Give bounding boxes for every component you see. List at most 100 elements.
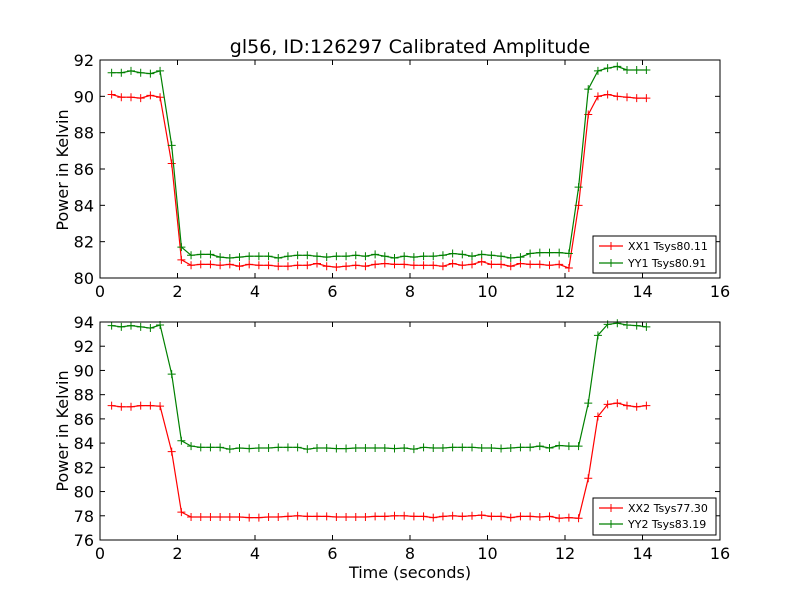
bottom-x-tick-label: 0 [95,544,105,563]
data-point-xx2 [623,401,631,410]
data-point-xx1 [332,263,341,272]
data-point-xx1 [303,261,312,270]
series-markers-xx1 [107,90,651,273]
data-point-yy2 [342,444,351,453]
data-point-yy2 [409,445,418,454]
top-y-tick-label: 86 [74,160,94,179]
data-point-xx1 [293,261,302,270]
top-y-tick-label: 90 [74,87,94,106]
data-point-yy2 [419,443,428,452]
data-point-xx2 [487,512,496,521]
data-point-yy2 [516,443,525,452]
data-point-xx2 [293,511,302,520]
data-point-xx2 [187,512,196,521]
data-point-xx1 [264,261,273,270]
data-point-yy2 [303,445,312,454]
data-point-yy2 [216,443,225,452]
data-point-yy2 [283,443,292,452]
bottom-y-tick-label: 78 [74,507,94,526]
top-ticks: 0 2 4 6 8 10 12 14 16 80 82 84 86 88 90 92 [74,51,731,301]
data-point-xx2 [361,512,370,521]
data-point-xx1 [371,260,380,269]
data-point-yy1 [361,252,370,261]
data-point-xx2 [322,512,331,521]
series-markers-yy2 [107,319,651,454]
data-point-yy1 [555,248,564,257]
top-x-tick-label: 14 [632,282,652,301]
bottom-x-tick-label: 16 [710,544,730,563]
top-legend: XX1 Tsys80.11 YY1 Tsys80.91 [592,235,717,274]
data-point-xx1 [196,260,205,269]
data-point-xx1 [477,257,486,266]
data-point-yy1 [400,252,409,261]
top-x-tick-label: 4 [250,282,260,301]
data-point-xx2 [127,402,135,411]
data-point-yy2 [245,444,254,453]
bottom-y-tick-label: 94 [74,313,94,332]
data-point-yy2 [613,319,622,328]
data-point-xx2 [400,511,409,520]
data-point-xx1 [603,90,612,99]
bottom-y-tick-label: 84 [74,434,94,453]
data-point-xx2 [283,512,292,521]
data-point-xx1 [167,159,176,168]
data-point-xx1 [632,94,641,103]
data-point-xx2 [235,512,244,521]
top-y-tick-label: 88 [74,124,94,143]
data-point-yy2 [351,443,360,452]
bottom-legend: XX2 Tsys77.30 YY2 Tsys83.19 [592,497,717,536]
data-point-xx2 [274,512,283,521]
data-point-xx1 [438,262,447,271]
top-y-tick-label: 82 [74,233,94,252]
data-point-xx2 [196,512,205,521]
data-point-xx1 [564,264,573,273]
data-point-yy1 [167,141,176,150]
data-point-xx1 [419,261,428,270]
data-point-yy1 [206,250,215,259]
bottom-x-tick-label: 12 [555,544,575,563]
data-point-yy1 [117,68,126,77]
data-point-yy1 [477,250,486,259]
data-point-yy1 [136,68,145,77]
data-point-xx2 [313,512,321,521]
data-point-xx2 [593,412,602,421]
data-point-xx1 [468,260,476,269]
data-point-yy1 [293,251,302,260]
data-point-xx2 [642,401,651,410]
bottom-x-tick-label: 10 [477,544,497,563]
data-point-yy2 [254,443,263,452]
data-point-yy1 [642,65,651,74]
data-point-yy1 [283,252,292,261]
data-point-xx1 [497,260,506,269]
data-point-xx2 [206,512,215,521]
bottom-y-tick-label: 88 [74,386,94,405]
data-point-xx2 [245,513,254,522]
data-point-xx1 [535,260,544,269]
data-point-yy1 [332,252,341,261]
data-point-yy1 [458,250,467,259]
data-point-xx1 [448,259,457,268]
data-point-yy1 [146,69,155,78]
data-point-xx2 [448,511,457,520]
data-point-xx2 [225,512,234,521]
data-point-xx1 [400,260,409,269]
bottom-x-tick-label: 14 [632,544,652,563]
data-point-yy1 [156,66,165,75]
data-point-yy2 [487,443,496,452]
top-x-tick-label: 2 [172,282,182,301]
data-point-xx1 [429,261,438,270]
data-point-yy1 [535,248,544,257]
data-point-xx1 [613,92,622,101]
data-point-yy2 [468,443,476,452]
data-point-xx1 [245,260,254,269]
data-point-yy1 [564,249,573,258]
data-point-xx1 [146,91,155,100]
top-plot-area [107,62,651,273]
bottom-x-tick-label: 4 [250,544,260,563]
legend-label-yy1: YY1 Tsys80.91 [627,257,706,270]
data-point-xx2 [613,399,622,408]
data-point-xx2 [371,512,380,521]
data-point-xx2 [526,512,535,521]
data-point-yy2 [313,443,321,452]
data-point-xx2 [477,511,486,520]
